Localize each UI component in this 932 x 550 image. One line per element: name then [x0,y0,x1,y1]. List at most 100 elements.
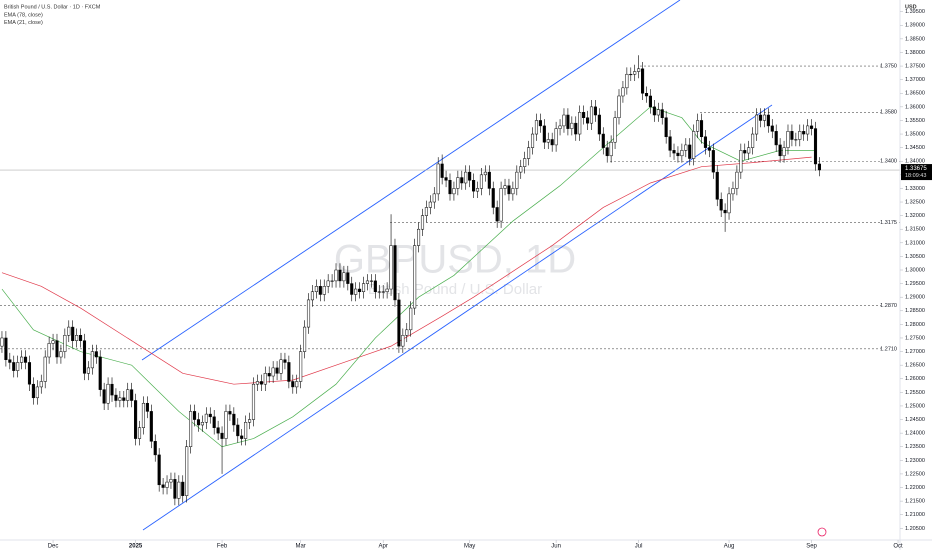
candle-body [181,481,185,496]
candle-body [0,337,4,347]
candle-body [432,193,436,203]
candle-body [299,351,303,382]
candle-body [578,112,582,135]
candle-body [157,454,161,486]
candle-body [660,109,664,118]
level-label-bg [881,344,899,353]
candle-body [770,125,774,132]
x-tick-label: Jun [551,544,561,550]
candle-body [589,106,594,124]
candle-body [629,73,633,76]
candle-body [534,120,539,135]
x-tick-label: Aug [724,544,735,550]
y-tick-label: 1.28500 [905,308,925,314]
candle-body [55,340,59,358]
candle-body [711,150,715,173]
candle-body [255,381,259,385]
y-tick-label: 1.33000 [905,186,925,192]
candle-body [354,288,358,295]
candle-body [110,383,114,396]
y-tick-label: 1.39000 [905,23,925,29]
candle-body [401,335,405,347]
candle-body [189,411,193,447]
candle-body [739,150,743,173]
level-label-bg [881,62,899,71]
candle-body [31,383,35,399]
candle-body [566,114,570,129]
candle-body [715,171,719,200]
candle-body [440,163,444,178]
candle-body [621,87,625,97]
candle-body [747,147,751,154]
candle-body [688,144,692,159]
candle-body [346,272,350,284]
candle-body [550,139,554,146]
candle-body [644,93,649,97]
candle-body [507,185,511,195]
y-tick-label: 1.30500 [905,254,925,260]
candle-body [216,427,220,434]
candle-body [723,209,727,214]
candle-body [51,340,55,344]
y-tick-label: 1.39500 [905,9,925,15]
candle-body [369,280,373,282]
candle-body [137,427,142,439]
candle-body [707,147,711,151]
candle-body [648,95,652,108]
x-tick-label: Jul [635,544,643,550]
candle-body [479,174,483,189]
y-tick-label: 1.30000 [905,267,925,273]
candle-body [617,95,621,118]
countdown: 18:09:43 [905,173,926,179]
candle-body [149,411,153,442]
candle-body [766,114,770,127]
watermark: GBPUSD, 1D British Pound / U.S. Dollar [334,238,576,298]
candle-body [420,215,425,230]
legend-entry: EMA (21, close) [4,20,43,26]
candle-body [731,188,735,195]
y-tick-label: 1.38500 [905,36,925,42]
candle-body [727,193,731,214]
candle-body [271,367,275,377]
candle-body [633,71,637,75]
candle-body [212,416,216,428]
candle-body [468,171,472,181]
y-tick-label: 1.32000 [905,213,925,219]
candle-body [35,386,39,399]
y-tick-label: 1.22500 [905,471,925,477]
candle-body [196,419,201,426]
candle-body [417,228,421,246]
candle-body [413,245,417,309]
x-tick-label: Dec [48,544,59,550]
candle-body [719,199,723,211]
candle-body [27,362,32,385]
candle-body [542,125,546,143]
candle-body [735,171,739,189]
y-tick-label: 1.27000 [905,349,925,355]
candle-body [291,381,295,388]
candle-body [224,411,228,439]
event-icon[interactable] [817,527,827,537]
candle-body [593,106,597,116]
candle-body [546,139,550,143]
channel-upper [141,0,681,361]
candle-body [322,286,326,295]
candle-body [86,367,90,374]
candle-body [699,120,704,138]
candle-body [94,351,98,358]
candle-body [145,402,149,412]
channel-lower [142,104,773,531]
candle-body [778,144,782,157]
candle-body [20,356,24,363]
candle-body [527,147,531,159]
candle-body [4,337,8,360]
candle-body [523,158,527,167]
y-tick-label: 1.22000 [905,485,925,491]
candle-body [684,144,688,151]
candle-body [90,351,94,369]
candle-body [208,413,212,418]
candle-body [460,177,464,184]
candle-body [519,166,523,173]
y-tick-label: 1.25500 [905,390,925,396]
candle-body [586,117,590,124]
